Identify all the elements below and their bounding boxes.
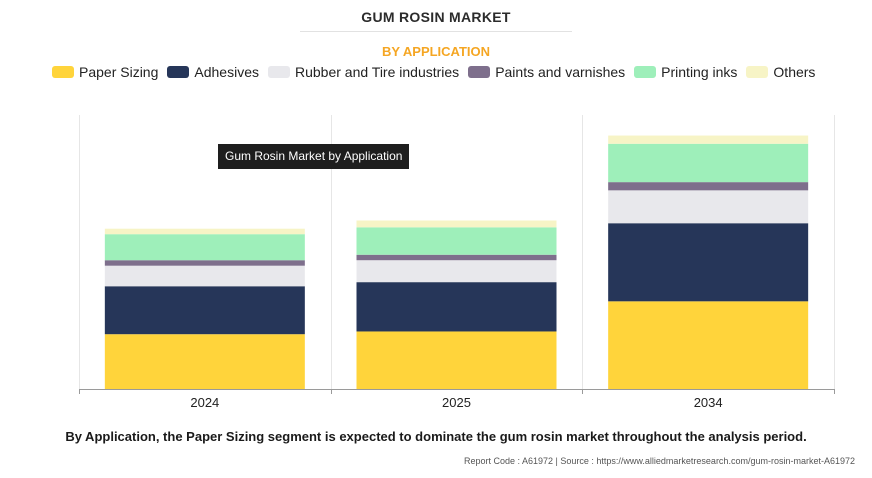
bar-segment[interactable] [104,286,305,335]
bar-segment[interactable] [356,227,557,255]
bar-segment[interactable] [356,220,557,228]
chart-title: GUM ROSIN MARKET [361,9,511,25]
legend-swatch [746,66,769,78]
legend-swatch [267,66,290,78]
legend-swatch [468,66,491,78]
bar-segment[interactable] [608,223,809,302]
legend-label: Printing inks [661,64,738,80]
x-tick-label: 2034 [694,395,723,410]
legend-label: Paper Sizing [79,64,159,80]
legend-item[interactable]: Paper Sizing [52,64,158,80]
chart-caption: By Application, the Paper Sizing segment… [65,429,807,444]
bar-segment[interactable] [104,265,305,287]
bar-segment[interactable] [608,135,809,144]
bar-segment[interactable] [356,254,557,261]
bar-segment[interactable] [608,182,809,191]
chart-legend: Paper Sizing Adhesives Rubber and Tire ind… [52,62,824,82]
bar-segment[interactable] [104,234,305,261]
legend-swatch [52,66,74,78]
legend-item[interactable]: Adhesives [167,64,259,80]
x-tick-label: 2024 [190,395,219,410]
bar-segment[interactable] [608,301,809,389]
x-tick-label: 2025 [442,395,471,410]
report-source-footer: Report Code : A61972 | Source : https://… [463,456,855,466]
bar-segment[interactable] [608,190,809,224]
bar-segment[interactable] [104,260,305,266]
legend-label: Rubber and Tire industries [294,64,460,80]
bar-segment[interactable] [104,334,305,389]
bar-segment[interactable] [356,260,557,283]
legend-swatch [167,66,190,78]
bar-segment[interactable] [356,331,557,389]
legend-label: Others [773,64,816,80]
legend-item[interactable]: Rubber and Tire industries [267,64,460,80]
bar-segment[interactable] [608,143,809,183]
title-divider [300,31,572,32]
bar-segment[interactable] [104,228,305,235]
legend-swatch [634,66,657,78]
legend-item[interactable]: Others [746,64,815,80]
chart-subtitle: BY APPLICATION [381,44,491,59]
legend-label: Adhesives [194,64,259,80]
legend-item[interactable]: Printing inks [634,64,737,80]
chart-tooltip: Gum Rosin Market by Application [218,144,410,169]
legend-item[interactable]: Paints and varnishes [468,64,625,80]
bar-segment[interactable] [356,282,557,332]
legend-label: Paints and varnishes [495,64,626,80]
